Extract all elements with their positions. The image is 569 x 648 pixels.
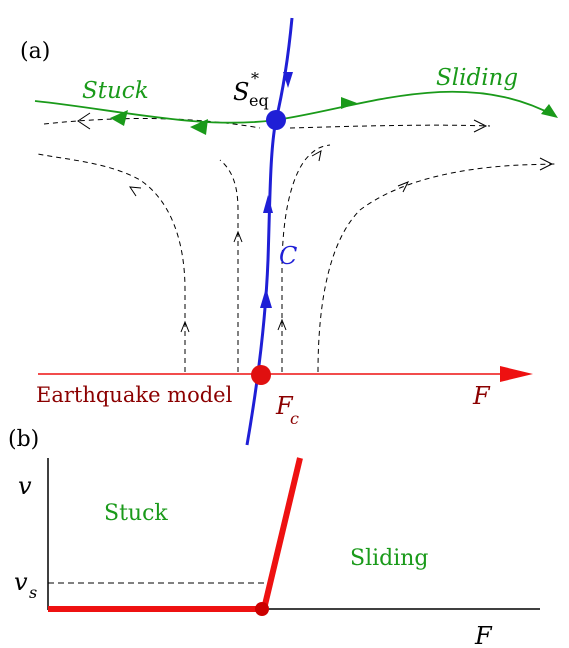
critical-point-subscript: c xyxy=(290,409,299,428)
panel-b-label: (b) xyxy=(8,427,39,452)
vs-symbol: v xyxy=(14,568,28,596)
blue-arrowhead-upper xyxy=(263,195,273,213)
green-arrowhead-near-right xyxy=(341,97,357,109)
fixed-point-dot xyxy=(266,110,286,130)
trajectory-right-inner xyxy=(281,144,331,372)
fixed-point-subscript: eq xyxy=(249,91,269,110)
critical-point-label: F c xyxy=(275,392,299,428)
transition-point-dot xyxy=(255,602,269,616)
trajectory-arrowheads xyxy=(77,112,554,333)
dashed-trajectories xyxy=(37,118,557,373)
velocity-curve xyxy=(48,457,303,616)
critical-point-symbol: F xyxy=(275,392,294,420)
earthquake-axis xyxy=(38,366,533,382)
trajectory-top-right xyxy=(289,124,491,129)
fixed-point-symbol: S xyxy=(233,78,249,106)
green-arrowhead-near-left xyxy=(190,119,208,135)
vs-label: v s xyxy=(14,568,37,602)
vs-subscript: s xyxy=(29,583,37,602)
green-arrowhead-far-left xyxy=(110,110,128,126)
trajectory-left-inner xyxy=(219,159,239,372)
critical-curve xyxy=(245,17,294,446)
arrow-right-inner-up xyxy=(277,318,287,331)
blue-arrowhead-lower xyxy=(260,288,272,308)
sliding-label-b: Sliding xyxy=(350,546,429,571)
arrow-left-inner-up xyxy=(233,230,243,243)
x-axis-label-f-b: F xyxy=(474,622,493,648)
arrow-top-right xyxy=(473,119,488,133)
arrow-top-left xyxy=(77,112,91,130)
y-axis-label-v: v xyxy=(18,472,32,500)
arrow-right-outer-curve xyxy=(397,181,410,193)
fixed-point-superscript: * xyxy=(251,69,259,88)
arrow-left-outer-up xyxy=(180,320,190,333)
red-axis-arrowhead xyxy=(500,366,533,382)
blue-arrowhead-top xyxy=(283,72,293,88)
green-arrowhead-far-right xyxy=(541,104,558,118)
stuck-sliding-curve xyxy=(34,90,558,135)
arrow-right-inner-top xyxy=(311,150,322,162)
sliding-label-a: Sliding xyxy=(436,65,518,91)
stuck-label-b: Stuck xyxy=(104,501,168,526)
axis-label-f-a: F xyxy=(472,382,491,410)
fixed-point-label: S * eq xyxy=(233,69,269,110)
critical-point-dot xyxy=(251,365,271,385)
panel-a-label: (a) xyxy=(20,39,50,64)
stuck-label-a: Stuck xyxy=(82,78,149,104)
trajectory-right-outer xyxy=(317,163,557,373)
trajectory-left-outer xyxy=(37,153,186,372)
trajectory-top-left xyxy=(43,118,261,129)
arrow-right-outer-end xyxy=(539,157,554,171)
arrow-left-outer-curve xyxy=(129,186,142,197)
earthquake-model-label: Earthquake model xyxy=(36,383,233,407)
curve-label-c: C xyxy=(279,242,297,270)
